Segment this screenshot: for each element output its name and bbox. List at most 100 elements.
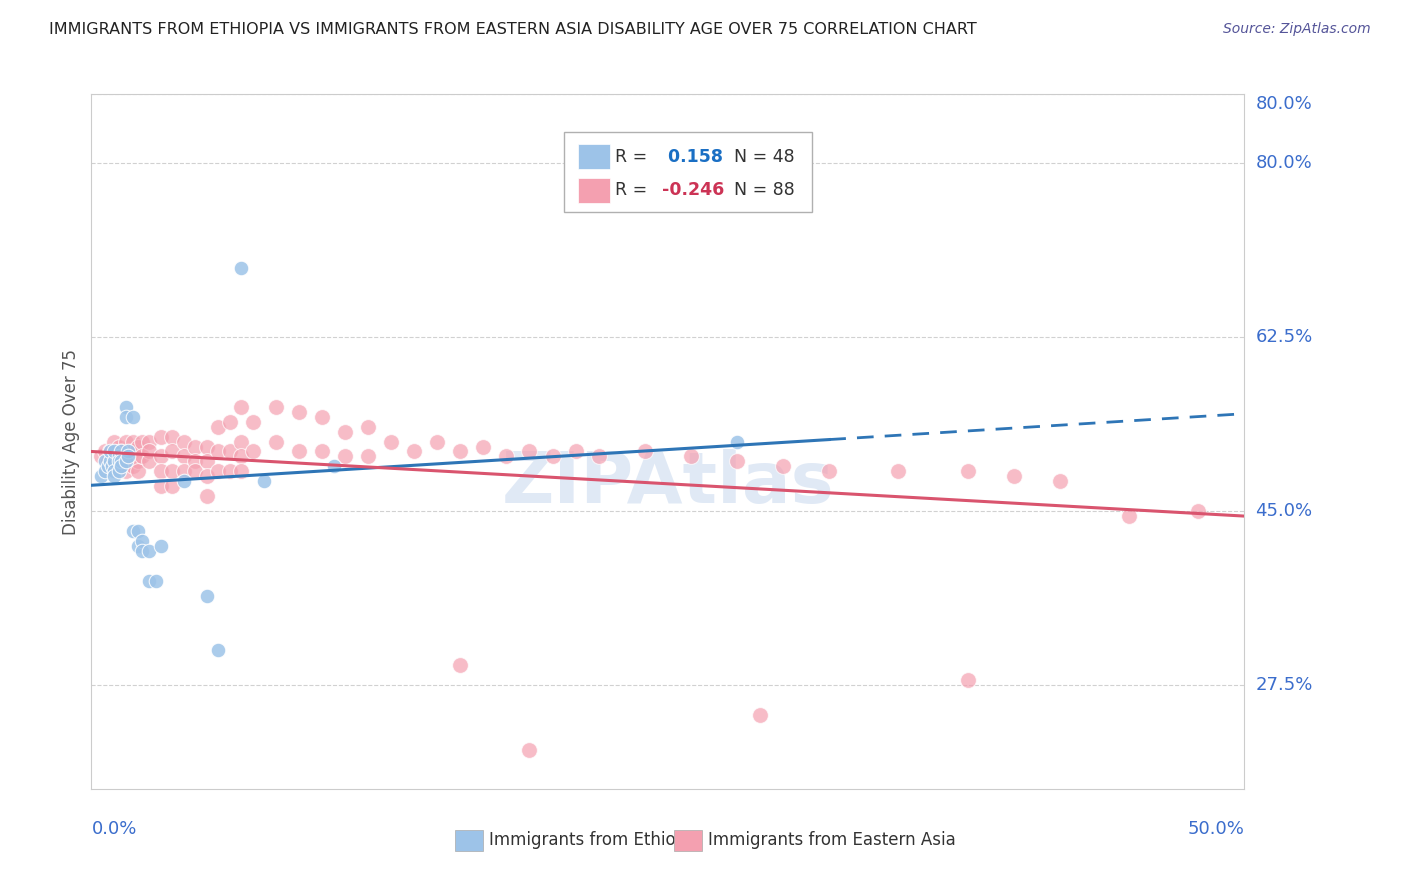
Point	[1002, 469, 1025, 483]
Point	[749, 707, 772, 722]
Text: ZIPAtlas: ZIPAtlas	[502, 449, 834, 517]
Point	[218, 444, 240, 458]
Point	[108, 464, 131, 478]
Point	[956, 673, 979, 687]
Point	[149, 429, 172, 443]
Text: 0.158: 0.158	[662, 148, 723, 166]
Point	[145, 574, 167, 588]
Point	[138, 544, 160, 558]
Text: R =: R =	[614, 181, 647, 200]
Point	[138, 434, 160, 449]
Point	[679, 450, 702, 464]
Point	[380, 434, 402, 449]
Point	[94, 454, 117, 468]
Point	[541, 450, 564, 464]
Point	[195, 454, 218, 468]
Point	[160, 429, 183, 443]
Point	[207, 444, 229, 458]
Point	[110, 459, 132, 474]
Point	[634, 444, 657, 458]
Point	[138, 444, 160, 458]
Point	[94, 464, 117, 478]
Point	[242, 415, 264, 429]
Point	[131, 434, 153, 449]
Point	[122, 409, 145, 424]
Point	[103, 450, 125, 464]
Point	[564, 444, 586, 458]
Text: -0.246: -0.246	[662, 181, 724, 200]
Point	[160, 444, 183, 458]
Point	[242, 444, 264, 458]
Point	[94, 444, 117, 458]
Point	[149, 464, 172, 478]
Point	[195, 440, 218, 454]
Point	[149, 450, 172, 464]
Point	[288, 405, 311, 419]
Point	[127, 440, 149, 454]
Point	[103, 469, 125, 483]
Point	[103, 464, 125, 478]
Point	[231, 450, 253, 464]
Point	[195, 589, 218, 603]
Point	[108, 450, 131, 464]
Point	[160, 464, 183, 478]
Point	[90, 469, 112, 483]
Point	[231, 464, 253, 478]
Point	[495, 450, 517, 464]
Text: Source: ZipAtlas.com: Source: ZipAtlas.com	[1223, 22, 1371, 37]
Point	[588, 450, 610, 464]
Text: N = 88: N = 88	[734, 181, 794, 200]
Point	[138, 454, 160, 468]
Point	[127, 464, 149, 478]
Point	[264, 400, 287, 414]
Point	[218, 415, 240, 429]
Point	[96, 454, 118, 468]
Point	[90, 450, 112, 464]
Text: IMMIGRANTS FROM ETHIOPIA VS IMMIGRANTS FROM EASTERN ASIA DISABILITY AGE OVER 75 : IMMIGRANTS FROM ETHIOPIA VS IMMIGRANTS F…	[49, 22, 977, 37]
Point	[173, 434, 195, 449]
Point	[311, 409, 333, 424]
Point	[218, 464, 240, 478]
Point	[519, 742, 541, 756]
Point	[449, 658, 471, 673]
Point	[184, 464, 207, 478]
Point	[426, 434, 449, 449]
Point	[122, 524, 145, 538]
Point	[127, 454, 149, 468]
Point	[122, 444, 145, 458]
Point	[311, 444, 333, 458]
Point	[173, 464, 195, 478]
Text: 62.5%: 62.5%	[1256, 328, 1313, 346]
Point	[103, 454, 125, 468]
Point	[472, 440, 495, 454]
Bar	[578, 178, 610, 202]
Point	[98, 454, 121, 468]
Point	[122, 434, 145, 449]
Point	[101, 459, 124, 474]
Point	[195, 489, 218, 503]
Text: R =: R =	[614, 148, 647, 166]
Point	[887, 464, 910, 478]
Point	[127, 524, 149, 538]
Point	[115, 434, 138, 449]
Point	[101, 459, 124, 474]
Point	[98, 444, 121, 458]
Point	[1187, 504, 1209, 518]
Point	[725, 434, 748, 449]
Point	[131, 450, 153, 464]
Point	[1049, 475, 1071, 489]
Text: 0.0%: 0.0%	[91, 820, 136, 838]
Bar	[673, 830, 703, 851]
Point	[138, 574, 160, 588]
Point	[149, 539, 172, 553]
Point	[184, 454, 207, 468]
Point	[127, 539, 149, 553]
Point	[333, 450, 356, 464]
Text: Immigrants from Eastern Asia: Immigrants from Eastern Asia	[709, 831, 956, 849]
Point	[1118, 509, 1140, 524]
Text: N = 48: N = 48	[734, 148, 794, 166]
Point	[173, 450, 195, 464]
Point	[149, 479, 172, 493]
Point	[231, 434, 253, 449]
Text: 50.0%: 50.0%	[1188, 820, 1244, 838]
